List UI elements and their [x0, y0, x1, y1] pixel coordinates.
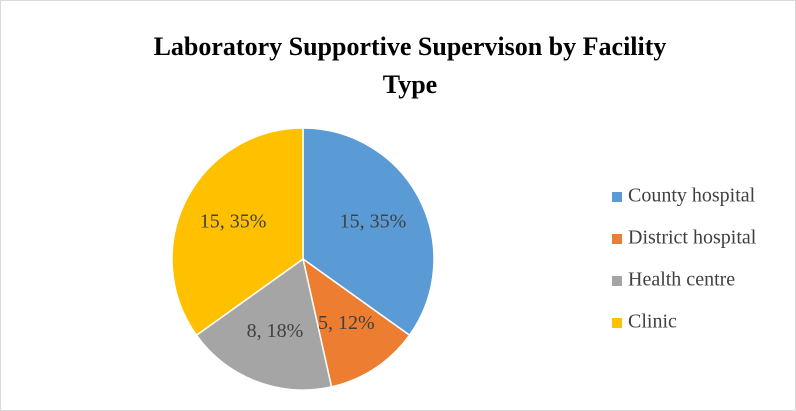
pie-slice [171, 127, 304, 337]
legend-swatch [612, 276, 622, 286]
pie-slice [302, 127, 435, 337]
legend-label: Health centre [628, 269, 735, 291]
data-label: 15, 35% [200, 211, 267, 233]
pie-slice [301, 257, 411, 388]
data-label: 5, 12% [318, 312, 375, 334]
legend-swatch [612, 318, 622, 328]
legend-swatch [612, 192, 622, 202]
data-label: 15, 35% [340, 211, 407, 233]
legend-swatch [612, 234, 622, 244]
data-label: 8, 18% [247, 320, 304, 342]
pie-slice [195, 257, 333, 391]
legend-label: County hospital [628, 185, 756, 207]
chart-title: Laboratory Supportive Supervison by Faci… [153, 32, 667, 99]
legend-label: District hospital [628, 227, 757, 249]
legend-label: Clinic [628, 311, 677, 333]
